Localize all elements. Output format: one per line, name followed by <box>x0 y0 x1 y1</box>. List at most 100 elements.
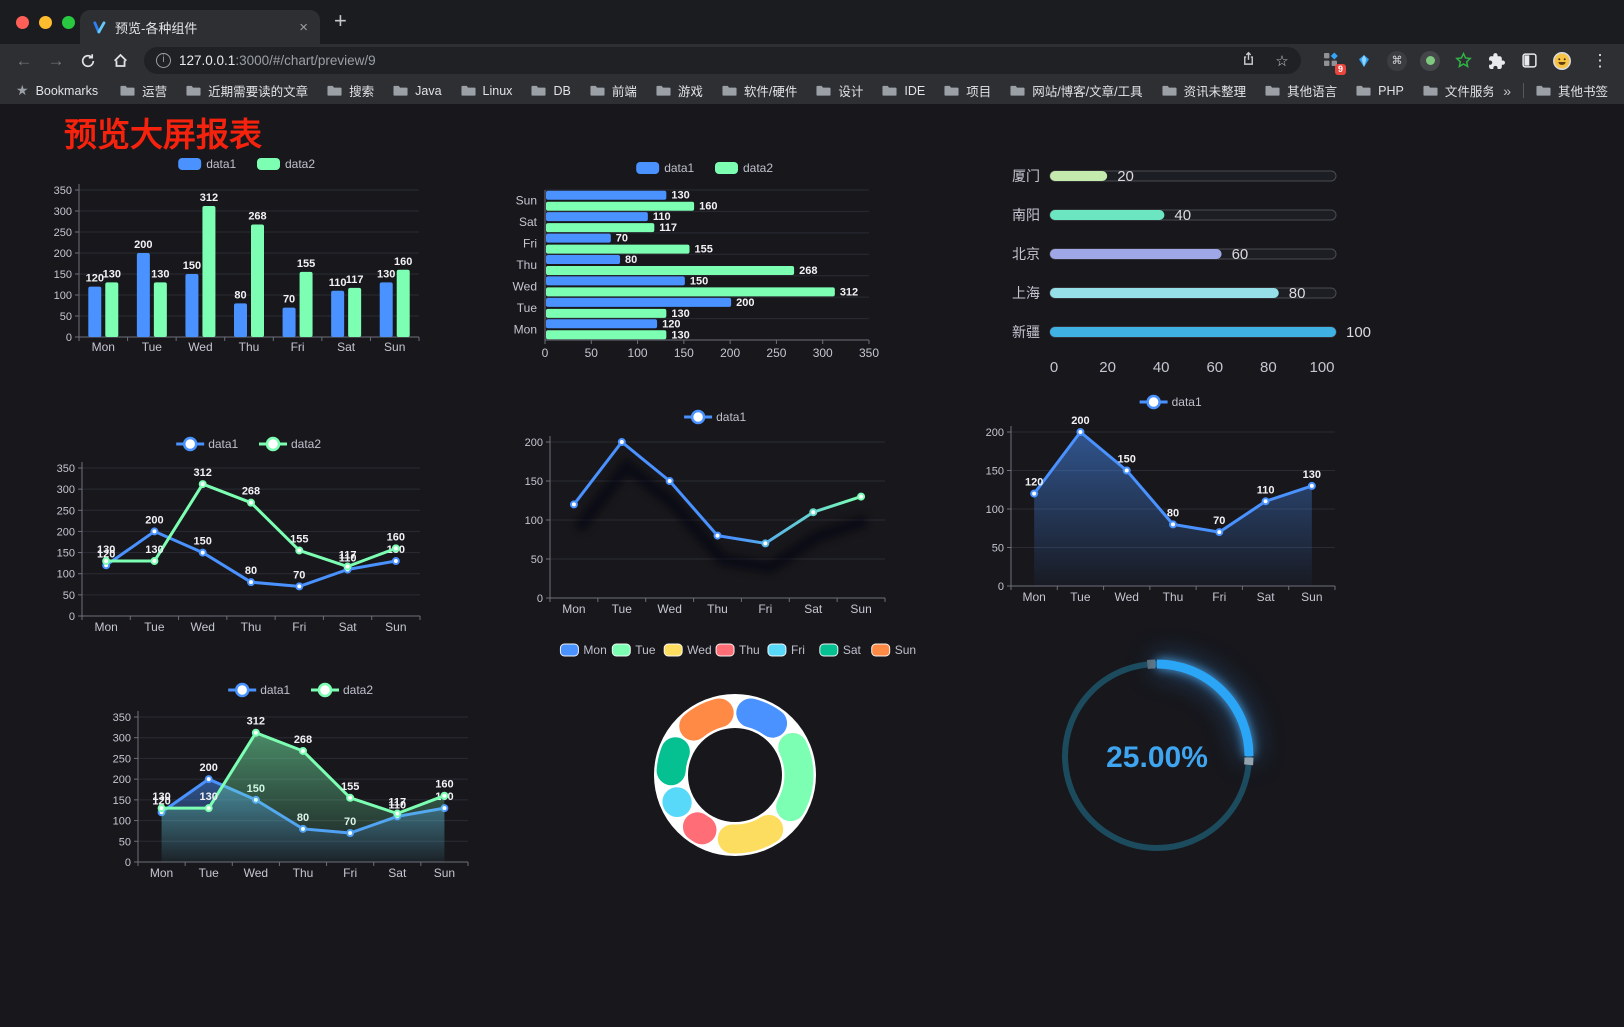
bookmark-folder[interactable]: 前端 <box>590 81 637 100</box>
svg-text:80: 80 <box>1289 285 1306 302</box>
legend-item[interactable]: data1 <box>1139 394 1202 410</box>
svg-text:40: 40 <box>1153 359 1170 376</box>
svg-text:300: 300 <box>813 346 833 360</box>
bookmark-folder[interactable]: 项目 <box>944 81 991 100</box>
chart-bar-vertical[interactable]: data1 data2 0 50 100 150 200 250 300 350 Mon Tue Wed… <box>45 150 465 368</box>
new-tab-button[interactable]: + <box>334 8 347 33</box>
browser-tab[interactable]: 预览-各种组件 × <box>80 10 320 44</box>
tab-close-icon[interactable]: × <box>299 18 308 36</box>
bookmark-folder[interactable]: DB <box>531 84 571 98</box>
legend-item[interactable]: data1 <box>684 409 746 425</box>
extension-command-icon[interactable]: ⌘ <box>1387 50 1407 71</box>
svg-text:110: 110 <box>329 277 347 289</box>
site-info-icon[interactable]: i <box>156 53 171 68</box>
svg-text:80: 80 <box>234 289 246 301</box>
home-icon[interactable] <box>106 52 134 69</box>
maximize-window-button[interactable] <box>62 16 75 29</box>
legend-item[interactable]: Sun <box>871 643 916 657</box>
bookmarks-overflow-icon[interactable]: » <box>1503 82 1511 99</box>
split-view-icon[interactable] <box>1519 51 1539 71</box>
svg-text:Thu: Thu <box>239 340 260 354</box>
chart-line-two-series[interactable]: data1 data2 0 50 100 150 200 250 300 350 Mon Tue Wed… <box>40 420 460 650</box>
folder-icon <box>1010 85 1025 96</box>
bookmark-folder[interactable]: 文件服务器 <box>1423 81 1493 100</box>
svg-text:150: 150 <box>525 476 543 488</box>
bookmark-star-icon[interactable]: ☆ <box>1275 52 1289 70</box>
chart-line-area[interactable]: data1 0 50 100 150 200 Mon Tue Wed Thu Fri Sat Sun 12… <box>975 382 1353 610</box>
bookmark-folder[interactable]: 网站/博客/文章/工具 <box>1010 81 1143 100</box>
address-bar[interactable]: i 127.0.0.1:3000/#/chart/preview/9 ☆ <box>144 47 1301 74</box>
legend-item[interactable]: Mon <box>559 643 607 657</box>
extension-gem-icon[interactable] <box>1354 51 1374 71</box>
svg-text:Sat: Sat <box>1257 590 1276 604</box>
svg-text:data2: data2 <box>291 437 321 451</box>
bookmark-folder[interactable]: 近期需要读的文章 <box>186 81 308 100</box>
forward-icon[interactable]: → <box>47 50 65 70</box>
legend-item[interactable]: Thu <box>715 643 760 657</box>
bookmark-folder[interactable]: 运营 <box>120 81 167 100</box>
legend-item[interactable]: data1 <box>178 157 237 171</box>
folder-icon <box>722 85 737 96</box>
bookmark-folder-label: Linux <box>482 83 513 98</box>
bookmark-folder[interactable]: 搜索 <box>327 81 374 100</box>
extensions-puzzle-icon[interactable] <box>1486 51 1506 71</box>
bookmark-folder[interactable]: 资讯未整理 <box>1162 81 1246 100</box>
svg-text:120: 120 <box>97 548 115 560</box>
svg-text:200: 200 <box>1071 415 1089 427</box>
chart-line-gradient[interactable]: data1 0 50 100 150 200 Mon Tue Wed Thu Fri Sat Sun <box>500 397 892 623</box>
bookmark-folder[interactable]: IDE <box>882 84 925 98</box>
legend-item[interactable]: Tue <box>611 643 656 657</box>
legend-item[interactable]: data1 <box>176 436 239 452</box>
reload-icon[interactable] <box>74 53 102 69</box>
svg-text:100: 100 <box>113 816 131 828</box>
svg-text:150: 150 <box>690 275 708 287</box>
chart-progress-bars[interactable]: 厦门 20 南阳 40 北京 60 上海 80 新疆 100 0 20 40 60 80 100 <box>992 156 1372 388</box>
bookmark-folder[interactable]: 软件/硬件 <box>722 81 797 100</box>
bookmark-folder[interactable]: Java <box>393 84 442 98</box>
extension-grid-icon[interactable]: 9 <box>1321 51 1346 75</box>
legend-item[interactable]: Sat <box>819 643 862 657</box>
chart-line-two-series-area[interactable]: data1 data2 0 50 100 150 200 250 300 350 Mon Tue Wed… <box>96 672 516 892</box>
extension-star-icon[interactable] <box>1453 51 1473 71</box>
bookmarks-manager[interactable]: ★ Bookmarks <box>16 82 98 99</box>
bookmark-folder[interactable]: Linux <box>461 83 513 98</box>
svg-text:Wed: Wed <box>687 643 711 657</box>
other-bookmarks[interactable]: 其他书签 <box>1536 81 1608 100</box>
chart-gauge[interactable]: 25.00% <box>1050 652 1265 867</box>
svg-text:data2: data2 <box>285 157 315 171</box>
legend-item[interactable]: data2 <box>715 161 773 175</box>
svg-text:110: 110 <box>653 211 671 223</box>
svg-text:40: 40 <box>1174 207 1191 224</box>
back-icon[interactable]: ← <box>15 50 33 70</box>
svg-text:Tue: Tue <box>612 602 633 616</box>
profile-avatar[interactable] <box>1552 51 1572 71</box>
legend-item[interactable]: data1 <box>228 682 291 698</box>
legend-item[interactable]: data2 <box>257 157 315 171</box>
svg-text:150: 150 <box>183 260 201 272</box>
menu-icon[interactable]: ⋮ <box>1591 50 1609 70</box>
bookmark-folder[interactable]: 设计 <box>816 81 863 100</box>
svg-text:300: 300 <box>54 206 72 218</box>
svg-text:data2: data2 <box>343 683 373 697</box>
bookmark-folder[interactable]: 游戏 <box>656 81 703 100</box>
legend-item[interactable]: data2 <box>259 436 321 452</box>
legend-item[interactable]: data1 <box>636 161 695 175</box>
bookmark-folder[interactable]: 其他语言 <box>1265 81 1337 100</box>
svg-text:268: 268 <box>248 210 266 222</box>
chart-bar-horizontal[interactable]: data1 data2 0 50 100 150 200 250 300 350 Sun 130 160… <box>505 152 897 368</box>
close-window-button[interactable] <box>16 16 29 29</box>
extension-recorder-icon[interactable] <box>1420 50 1440 71</box>
minimize-window-button[interactable] <box>39 16 52 29</box>
bookmark-folder-label: 游戏 <box>677 85 703 99</box>
page-title: 预览大屏报表 <box>64 116 262 153</box>
share-icon[interactable] <box>1235 51 1261 70</box>
legend-item[interactable]: Wed <box>663 643 712 657</box>
svg-text:北京: 北京 <box>1012 246 1040 262</box>
chart-donut[interactable]: Mon Tue Wed Thu Fri Sat Sun <box>552 635 924 875</box>
svg-text:117: 117 <box>346 274 364 286</box>
bookmark-folder[interactable]: PHP <box>1356 84 1404 98</box>
folder-icon <box>1265 85 1280 96</box>
bookmark-folder-label: 前端 <box>611 85 637 99</box>
legend-item[interactable]: Fri <box>767 643 805 657</box>
legend-item[interactable]: data2 <box>311 682 373 698</box>
